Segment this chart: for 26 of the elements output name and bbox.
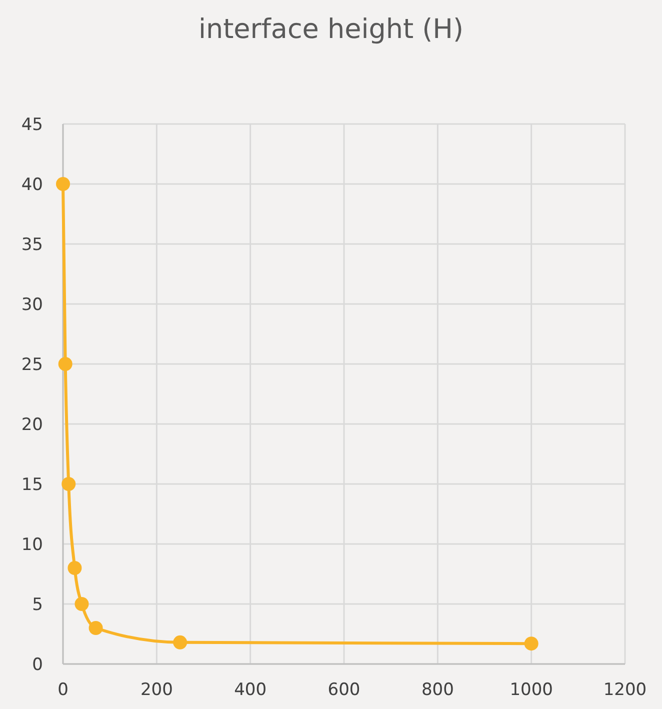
x-tick-label: 200 (140, 680, 173, 700)
chart-title: interface height (H) (198, 14, 464, 45)
y-tick-label: 5 (32, 594, 43, 615)
x-tick-label: 800 (421, 680, 454, 700)
x-tick-label: 1000 (510, 680, 553, 700)
point (524, 636, 538, 651)
y-tick-label: 10 (21, 534, 43, 555)
y-tick-label: 40 (21, 174, 43, 195)
point (62, 477, 76, 491)
y-tick-label: 15 (21, 474, 43, 495)
point (56, 177, 70, 191)
x-tick-label: 0 (58, 680, 68, 700)
y-tick-label: 20 (21, 414, 43, 435)
x-tick-label: 600 (328, 680, 360, 700)
y-tick-label: 0 (32, 654, 43, 675)
point (68, 561, 82, 575)
x-tick-label: 400 (234, 680, 267, 700)
y-tick-label: 25 (21, 354, 43, 375)
y-tick-label: 45 (21, 114, 43, 135)
point (58, 357, 72, 371)
x-tick-label: 1200 (603, 680, 647, 700)
y-tick-label: 30 (21, 294, 43, 315)
y-tick-label: 35 (21, 234, 43, 255)
point (74, 597, 89, 611)
point (88, 621, 103, 635)
point (173, 635, 188, 650)
